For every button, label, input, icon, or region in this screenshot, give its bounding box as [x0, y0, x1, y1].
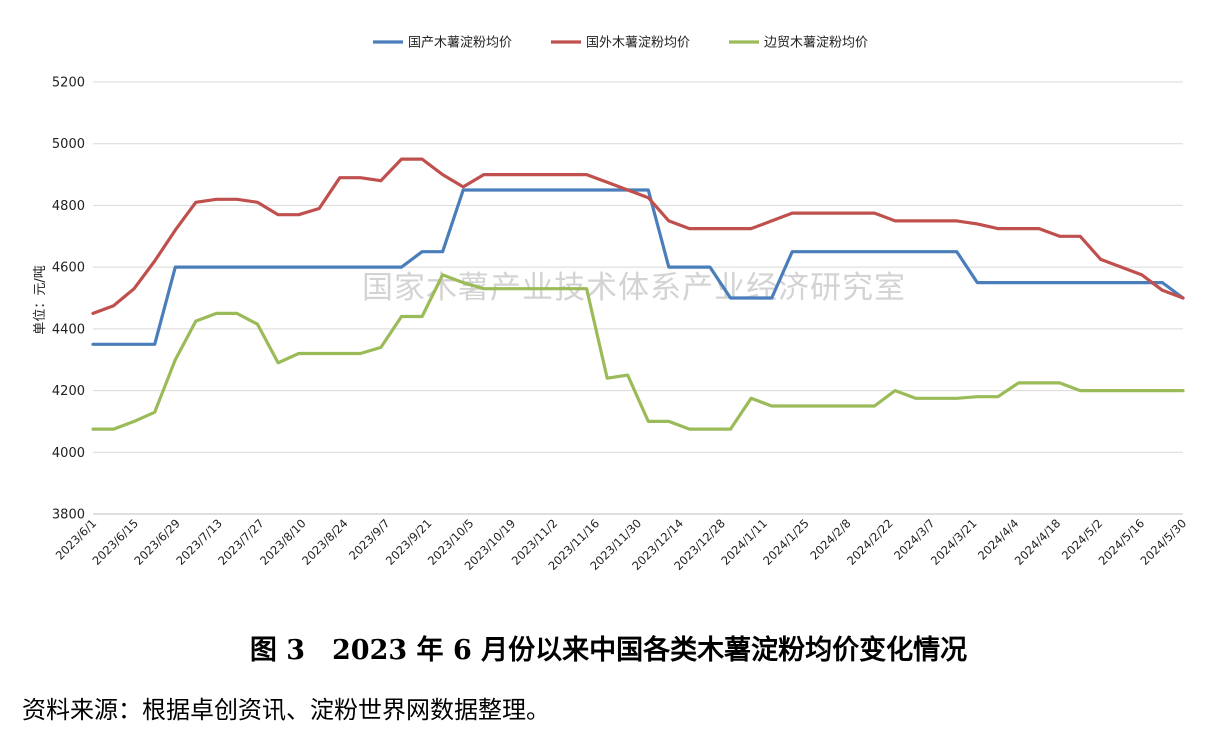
y-tick-label: 4400 — [52, 322, 85, 337]
watermark-text: 国家木薯产业技术体系产业经济研究室 — [362, 270, 906, 306]
legend-label-1: 国产木薯淀粉均价 — [408, 36, 512, 51]
x-tick-label: 2023/8/24 — [299, 516, 351, 568]
series-lines — [91, 157, 1185, 431]
legend-label-2: 国外木薯淀粉均价 — [586, 36, 690, 51]
x-tick-label: 2024/1/25 — [760, 516, 812, 568]
y-tick-label: 4200 — [52, 384, 85, 399]
y-tick-label: 5200 — [52, 76, 85, 91]
series-line-1 — [91, 188, 1185, 346]
x-tick-label: 2024/4/18 — [1012, 516, 1064, 568]
series-line-3 — [91, 273, 1185, 431]
y-tick-label: 3800 — [52, 508, 85, 523]
x-tick-labels: 2023/6/12023/6/152023/6/292023/7/132023/… — [53, 516, 1189, 573]
x-tick-label: 2024/5/30 — [1138, 516, 1190, 568]
y-tick-label: 4000 — [52, 446, 85, 461]
y-axis-label: 单位：元/吨 — [33, 265, 48, 334]
data-source-note: 资料来源：根据卓创资讯、淀粉世界网数据整理。 — [22, 696, 550, 724]
series-line-2 — [91, 157, 1185, 315]
figure-caption: 图 3 2023 年 6 月份以来中国各类木薯淀粉均价变化情况 — [249, 635, 968, 666]
x-tick-label: 2024/2/22 — [844, 516, 896, 568]
line-chart: 3800 4000 4200 4400 4600 4800 5000 5200 2023/6/… — [33, 36, 1189, 574]
legend-label-3: 边贸木薯淀粉均价 — [764, 36, 868, 51]
x-tick-label: 2024/3/21 — [928, 516, 980, 568]
y-tick-labels: 3800 4000 4200 4400 4600 4800 5000 5200 — [52, 76, 85, 523]
y-tick-label: 4800 — [52, 199, 85, 214]
y-tick-label: 4600 — [52, 261, 85, 276]
y-tick-label: 5000 — [52, 137, 85, 152]
legend: 国产木薯淀粉均价 国外木薯淀粉均价 边贸木薯淀粉均价 — [373, 36, 868, 51]
